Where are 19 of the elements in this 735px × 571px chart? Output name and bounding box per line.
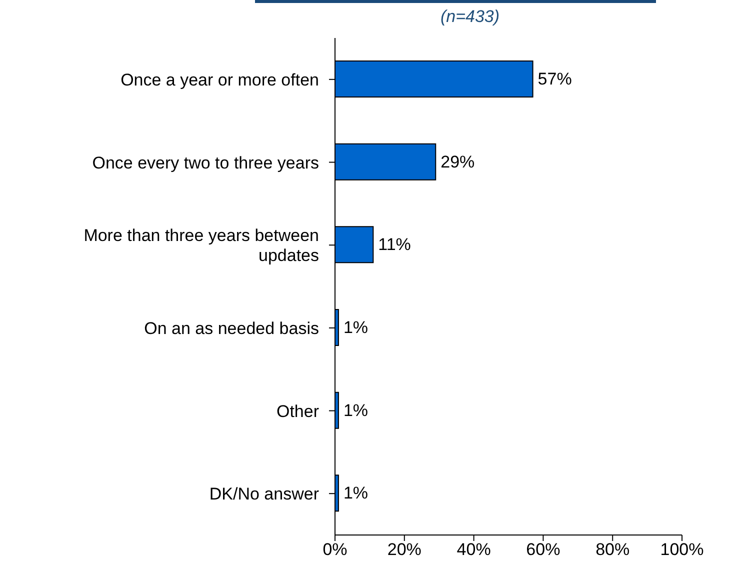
data-label: 1%: [343, 400, 368, 420]
data-label: 29%: [440, 152, 475, 172]
x-tick-label: 20%: [387, 540, 422, 560]
x-tick-label: 80%: [596, 540, 630, 560]
y-tick-label: On an as needed basis: [144, 318, 319, 338]
chart-subtitle: (n=433): [439, 7, 501, 27]
y-tick-label: Once every two to three years: [92, 152, 319, 172]
y-tick-label: Other: [276, 401, 320, 420]
x-tick-label: 100%: [660, 540, 704, 560]
x-tick-label: 60%: [526, 540, 560, 560]
data-label: 1%: [343, 318, 368, 337]
data-label: 11%: [378, 235, 411, 254]
y-tick-label: Once a year or more often: [120, 70, 319, 89]
data-label: 1%: [343, 484, 368, 503]
data-label: 57%: [538, 70, 572, 88]
x-tick-label: 0%: [322, 540, 348, 560]
y-tick-label: DK/No answer: [209, 484, 320, 504]
x-tick-label: 40%: [456, 540, 491, 560]
y-tick-label: More than three years between updates: [84, 226, 319, 265]
